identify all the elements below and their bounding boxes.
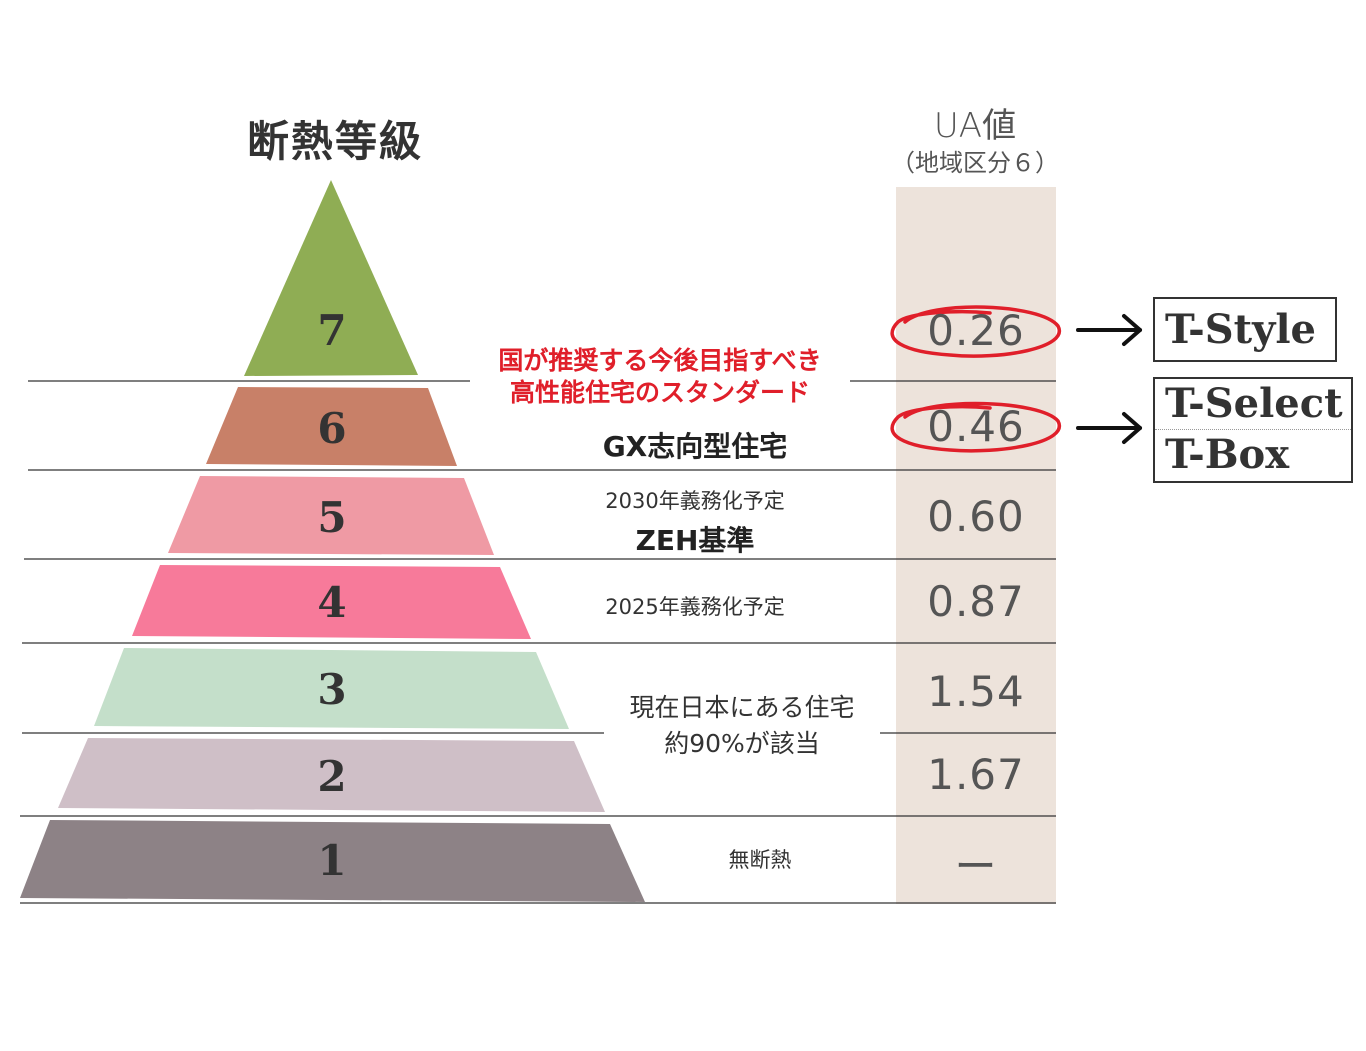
highlight-circles (890, 305, 1062, 453)
tier-6 (206, 387, 457, 466)
ua-region-subtitle: （地域区分６） (891, 149, 1059, 177)
tier-3 (94, 648, 569, 729)
insulation-grade-title: 断熱等級 (246, 117, 423, 166)
grade-label-1: 1 (317, 836, 347, 885)
tier-1 (20, 820, 645, 902)
current-housing-line-1: 現在日本にある住宅 (629, 693, 855, 722)
grade-label-5: 5 (317, 493, 347, 542)
mandatory-2025-note: 2025年義務化予定 (605, 595, 785, 619)
ua-value-5: 0.60 (927, 492, 1025, 541)
no-insulation-note: 無断熱 (728, 848, 792, 872)
circle-0-26 (890, 305, 1062, 358)
recommended-line-1: 国が推奨する今後目指すべき (498, 346, 822, 375)
current-housing-line-2: 約90%が該当 (664, 729, 820, 758)
zeh-standard-label: ZEH基準 (635, 524, 755, 557)
model-separator (1155, 429, 1351, 430)
grade-label-2: 2 (317, 752, 347, 801)
recommended-standard-note: 国が推奨する今後目指すべき 高性能住宅のスタンダード (470, 345, 850, 409)
current-housing-note: 現在日本にある住宅 約90%が該当 (604, 690, 880, 762)
circle-0-46 (890, 401, 1062, 453)
ua-value-2: 1.67 (927, 750, 1025, 799)
tier-5 (168, 476, 494, 555)
mandatory-2030-note: 2030年義務化予定 (605, 489, 785, 513)
tier-4 (132, 565, 531, 639)
grade-label-4: 4 (317, 578, 347, 627)
ua-value-6: 0.46 (927, 402, 1025, 451)
ua-value-7: 0.26 (927, 306, 1025, 355)
ua-value-1: ー (954, 842, 998, 891)
grade-label-7: 7 (317, 306, 347, 355)
ua-value-4: 0.87 (927, 577, 1025, 626)
model-t-select: T-Select (1165, 380, 1343, 427)
grade-label-3: 3 (317, 665, 347, 714)
arrow-right-icon (1076, 412, 1142, 444)
tier-2 (58, 738, 605, 812)
model-t-style: T-Style (1165, 306, 1316, 353)
t-select-box: T-Select T-Box (1153, 377, 1353, 483)
t-style-box: T-Style (1153, 297, 1337, 362)
gx-housing-label: GX志向型住宅 (602, 430, 788, 463)
tier-7 (244, 180, 418, 376)
ua-value-3: 1.54 (927, 667, 1025, 716)
model-t-box: T-Box (1165, 431, 1290, 478)
arrow-right-icon (1076, 314, 1142, 346)
grade-label-6: 6 (317, 404, 347, 453)
recommended-line-2: 高性能住宅のスタンダード (509, 378, 810, 407)
ua-value-title: UA値 (933, 106, 1017, 146)
row-dividers (20, 380, 1056, 904)
